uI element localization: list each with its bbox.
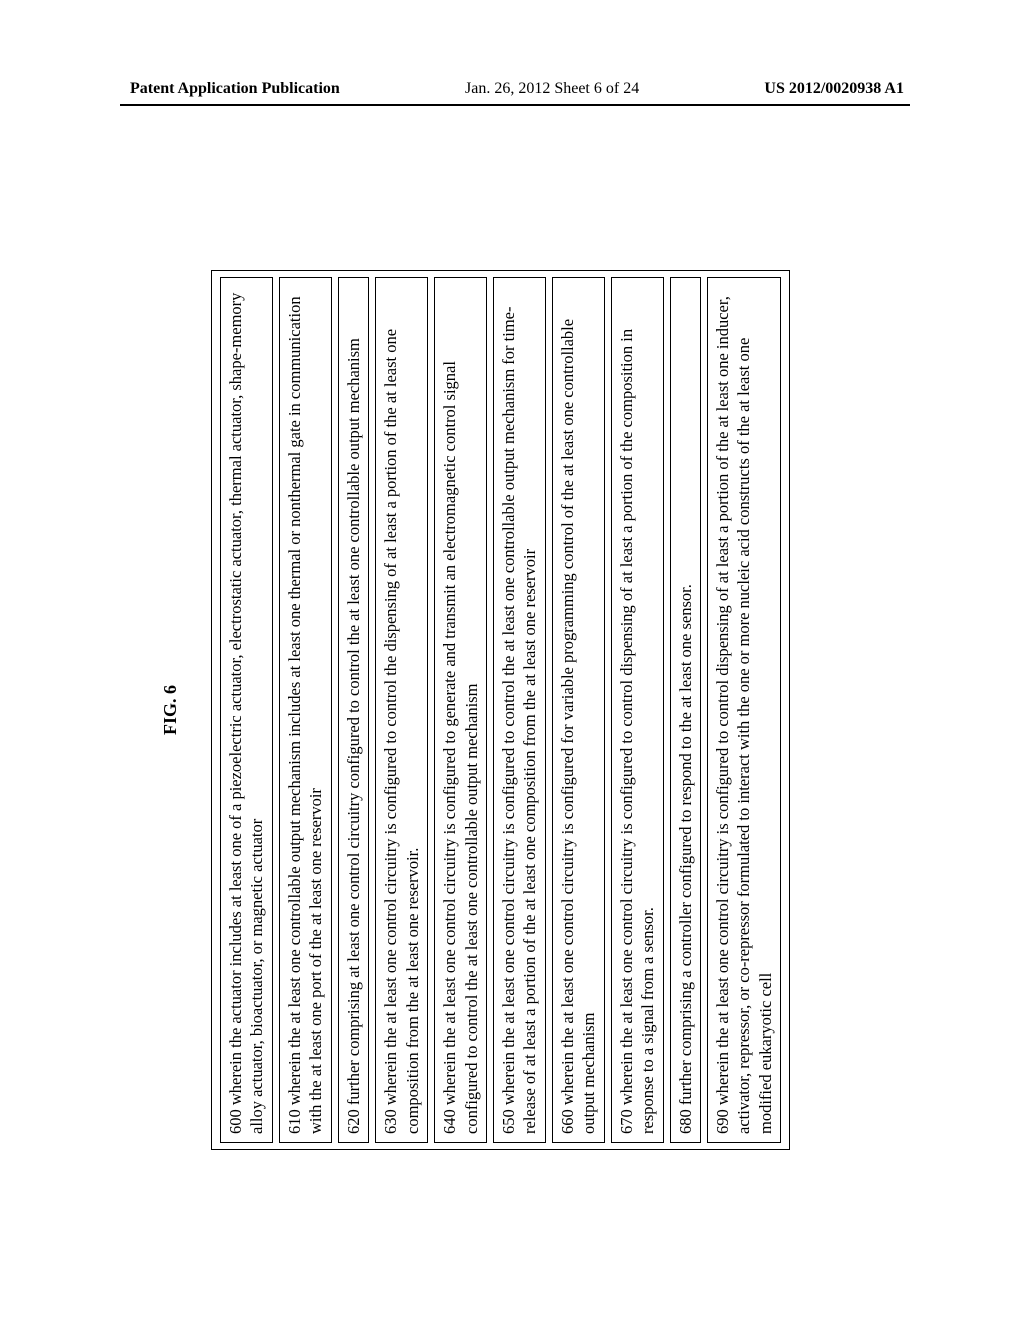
claim-box-670: 670 wherein the at least one control cir… [611,277,664,1143]
claim-box-690: 690 wherein the at least one control cir… [707,277,781,1143]
claim-box-630: 630 wherein the at least one control cir… [375,277,428,1143]
claims-outer-box: 600 wherein the actuator includes at lea… [211,270,790,1150]
claim-box-620: 620 further comprising at least one cont… [338,277,369,1143]
header-rule [120,104,910,106]
claim-box-610: 610 wherein the at least one controllabl… [279,277,332,1143]
claim-box-680: 680 further comprising a controller conf… [670,277,701,1143]
figure-content: FIG. 6 600 wherein the actuator includes… [160,260,860,1160]
header-pub-number: US 2012/0020938 A1 [764,80,904,98]
rotated-figure: FIG. 6 600 wherein the actuator includes… [160,260,790,1160]
header-publication: Patent Application Publication [130,80,340,98]
page-header: Patent Application Publication Jan. 26, … [0,80,1024,98]
claim-box-600: 600 wherein the actuator includes at lea… [220,277,273,1143]
header-date-sheet: Jan. 26, 2012 Sheet 6 of 24 [465,80,639,98]
figure-title: FIG. 6 [160,260,181,1160]
claim-box-650: 650 wherein the at least one control cir… [493,277,546,1143]
claim-box-640: 640 wherein the at least one control cir… [434,277,487,1143]
claim-box-660: 660 wherein the at least one control cir… [552,277,605,1143]
